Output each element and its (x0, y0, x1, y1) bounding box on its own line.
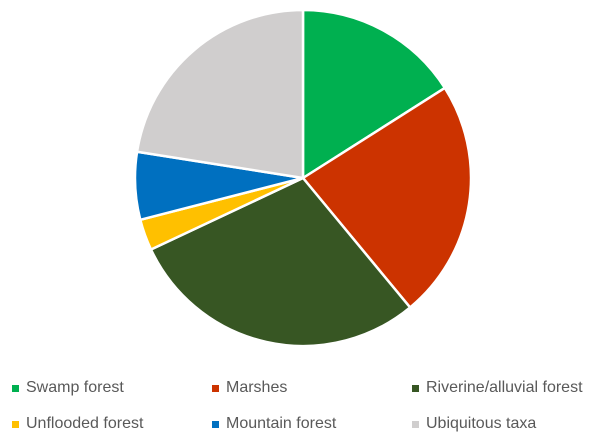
pie-slice-marshes (301, 86, 473, 309)
pie-slice-swamp-forest (301, 8, 447, 180)
pie-slice-ubiquitous-taxa (135, 8, 305, 180)
